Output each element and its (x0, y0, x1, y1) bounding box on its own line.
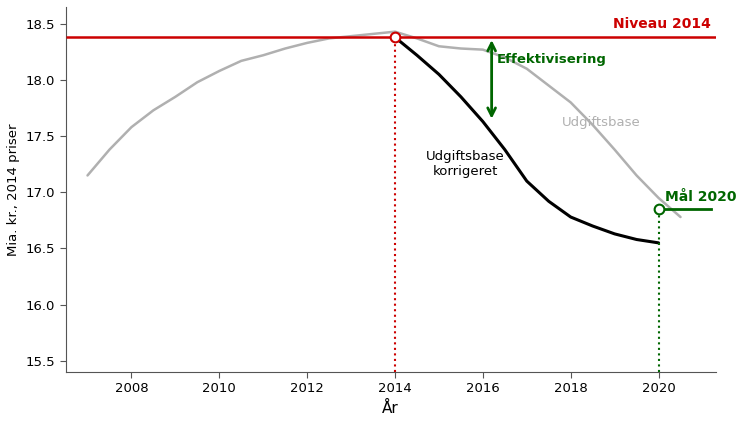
Y-axis label: Mia. kr., 2014 priser: Mia. kr., 2014 priser (7, 123, 20, 256)
Text: Udgiftsbase
korrigeret: Udgiftsbase korrigeret (426, 150, 505, 178)
X-axis label: År: År (382, 401, 399, 416)
Text: Mål 2020: Mål 2020 (665, 190, 737, 203)
Text: Niveau 2014: Niveau 2014 (613, 16, 712, 30)
Text: Effektivisering: Effektivisering (497, 53, 607, 66)
Text: Udgiftsbase: Udgiftsbase (562, 116, 640, 129)
